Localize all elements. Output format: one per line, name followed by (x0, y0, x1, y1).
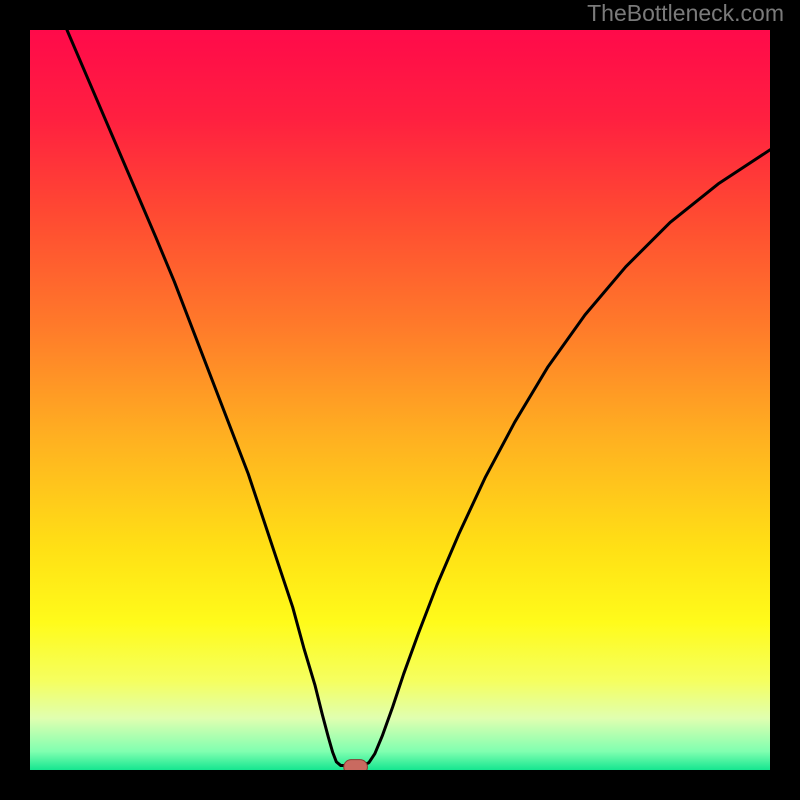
optimal-point-marker (344, 760, 368, 770)
chart-container: TheBottleneck.com (0, 0, 800, 800)
plot-svg (30, 30, 770, 770)
plot-area (30, 30, 770, 770)
gradient-background (30, 30, 770, 770)
watermark-text: TheBottleneck.com (587, 0, 784, 27)
